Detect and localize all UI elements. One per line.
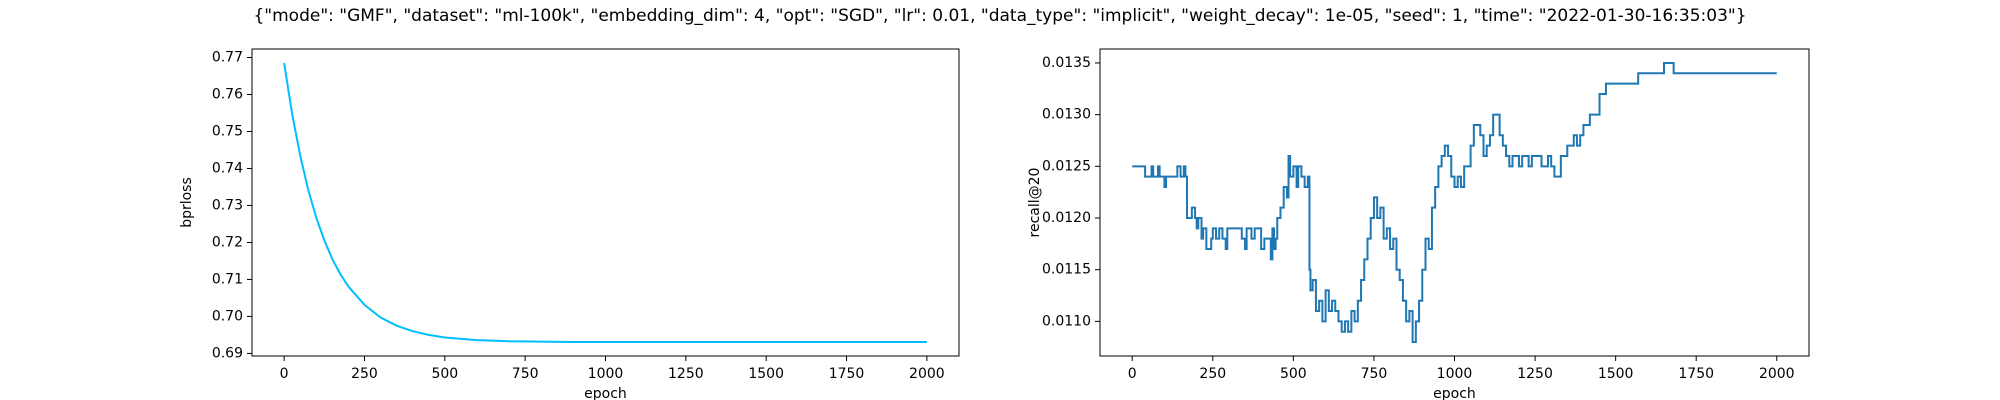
y-axis-label: bprloss [179, 177, 195, 228]
x-tick-label: 500 [431, 366, 458, 382]
y-tick-label: 0.76 [212, 86, 243, 102]
x-tick-label: 1250 [668, 366, 704, 382]
y-tick-label: 0.75 [212, 123, 243, 139]
data-line [1132, 61, 1777, 344]
axes-frame [1099, 48, 1810, 357]
y-tick-label: 0.73 [212, 197, 243, 213]
y-tick-label: 0.0125 [1042, 158, 1091, 174]
y-axis-label: recall@20 [1027, 168, 1043, 238]
x-tick-label: 250 [1199, 366, 1226, 382]
y-tick-label: 0.0110 [1042, 313, 1091, 329]
y-tick-label: 0.70 [212, 308, 243, 324]
x-tick-label: 1000 [1437, 366, 1473, 382]
x-axis-label: epoch [584, 386, 627, 400]
x-tick-label: 1500 [1598, 366, 1634, 382]
x-axis-label: epoch [1433, 386, 1476, 400]
x-tick-label: 1500 [748, 366, 784, 382]
y-tick-label: 0.69 [212, 345, 243, 361]
y-tick-label: 0.0120 [1042, 210, 1091, 226]
x-tick-label: 1250 [1517, 366, 1553, 382]
y-tick-label: 0.0115 [1042, 262, 1091, 278]
x-tick-label: 500 [1280, 366, 1307, 382]
y-tick-label: 0.71 [212, 271, 243, 287]
x-tick-label: 1750 [829, 366, 865, 382]
y-tick-label: 0.0135 [1042, 55, 1091, 71]
x-tick-label: 1750 [1678, 366, 1714, 382]
x-tick-label: 0 [1128, 366, 1137, 382]
axes-frame [251, 48, 960, 357]
y-tick-label: 0.0130 [1042, 107, 1091, 123]
x-tick-label: 750 [512, 366, 539, 382]
y-tick-label: 0.72 [212, 234, 243, 250]
x-tick-label: 0 [280, 366, 289, 382]
figure-title: {"mode": "GMF", "dataset": "ml-100k", "e… [253, 6, 1746, 26]
x-tick-label: 1000 [588, 366, 624, 382]
x-tick-label: 250 [351, 366, 378, 382]
x-tick-label: 2000 [1759, 366, 1795, 382]
x-tick-label: 750 [1361, 366, 1388, 382]
y-tick-label: 0.74 [212, 160, 243, 176]
y-tick-label: 0.77 [212, 50, 243, 66]
x-tick-label: 2000 [909, 366, 945, 382]
data-line [283, 62, 927, 343]
